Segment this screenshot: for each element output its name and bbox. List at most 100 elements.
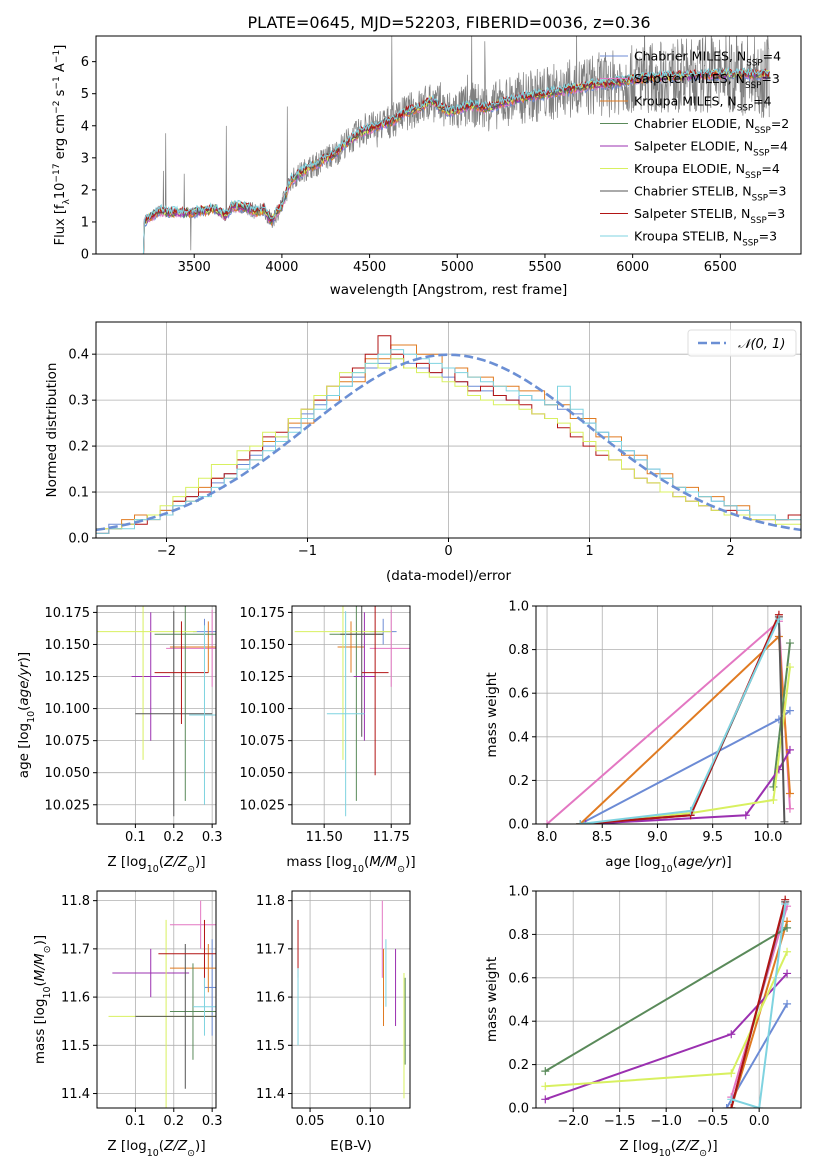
label-part: 10: [53, 183, 68, 200]
error-bar-point: [135, 611, 213, 817]
weight-marker: [727, 1095, 736, 1104]
label-part: Salpeter MILES, N: [634, 71, 745, 86]
weight-marker: [783, 999, 792, 1008]
legend-label: Chabrier STELIB, NSSP=3: [634, 184, 786, 204]
error-bar-point: [112, 948, 190, 998]
label-part: )]: [16, 652, 32, 663]
label-part: SSP: [754, 126, 770, 136]
label-part: =4: [770, 139, 788, 154]
y-tick-label: 10.100: [240, 702, 286, 717]
y-tick-label: 0.2: [508, 1058, 529, 1073]
weight-marker: [741, 811, 750, 820]
x-tick-label: 0.3: [202, 830, 223, 845]
x-tick-label: 11.50: [306, 830, 343, 845]
histogram-kroupa-elodie: [96, 358, 801, 538]
label-part: =4: [753, 94, 771, 109]
axes-frame: [96, 605, 217, 825]
x-axis-label: Z [log10(Z/Z⊙)]: [107, 1138, 205, 1159]
legend-label: Kroupa ELODIE, NSSP=4: [634, 161, 780, 181]
panels: 3500 4000 4500 5000 5500 6000 6500 0 1 2 3 4 5 6 Chabr…: [16, 35, 802, 1159]
weight-marker: [783, 947, 792, 956]
error-bar-point: [294, 606, 392, 760]
y-axis-label: mass [log10(M/M⊙)]: [32, 935, 53, 1064]
label-part: A: [53, 63, 68, 76]
y-axis-label: Normed distribution: [44, 363, 60, 498]
x-tick-label: 10.0: [753, 830, 782, 845]
label-part: erg cm: [53, 114, 68, 163]
x-tick-label: 6000: [616, 260, 649, 275]
spectrum-panel: 3500 4000 4500 5000 5500 6000 6500 0 1 2 3 4 5 6 Chabr…: [52, 35, 802, 298]
legend-label: Kroupa MILES, NSSP=4: [634, 94, 772, 114]
y-tick-label: 10.025: [45, 798, 91, 813]
weight-marker: [543, 820, 552, 824]
label-part: 10: [147, 1148, 159, 1159]
label-part: (: [159, 854, 164, 870]
y-tick-label: 1: [81, 215, 89, 230]
label-part: s: [53, 89, 68, 100]
label-part: −1: [52, 76, 62, 89]
y-tick-label: 3: [81, 151, 89, 166]
x-tick-label: 0.3: [202, 1114, 223, 1129]
weight-marker: [541, 1067, 550, 1076]
y-tick-label: 0.6: [508, 971, 529, 986]
label-part: )]: [195, 854, 206, 870]
weight-marker: [769, 782, 778, 791]
y-tick-label: 1.0: [508, 885, 529, 900]
y-tick-label: 10.150: [45, 638, 91, 653]
weight-marker: [722, 1104, 731, 1108]
y-tick-label: 11.7: [61, 942, 90, 957]
x-tick-label: 11.75: [373, 830, 410, 845]
label-part: )]: [405, 854, 416, 870]
x-tick-label: −1: [298, 544, 317, 559]
legend-label: Chabrier MILES, NSSP=4: [634, 49, 781, 69]
x-tick-label: −1.0: [650, 1114, 682, 1129]
label-part: age [log: [16, 723, 32, 778]
axes-frame: [96, 890, 217, 1109]
y-tick-label: 10.100: [45, 702, 91, 717]
error-bar-point: [97, 606, 197, 760]
label-part: Salpeter STELIB, N: [634, 206, 750, 221]
error-bar-point: [337, 621, 365, 673]
y-tick-label: 0.0: [508, 818, 529, 833]
weight-marker: [780, 817, 789, 824]
label-part: E(B-V): [330, 1138, 372, 1154]
massweight-vs-Z-panel: −2.0 −1.5 −1.0 −0.5 0.0 0.0 0.2 0.4 0.6 0.8 1.0 Z […: [484, 885, 802, 1159]
error-bar-point: [340, 606, 384, 737]
label-part: )]: [195, 1138, 206, 1154]
weight-marker: [783, 923, 792, 932]
mass-vs-ebv-plot-area: [297, 900, 406, 1099]
label-part: SSP: [753, 149, 769, 159]
y-tick-label: 10.125: [45, 670, 91, 685]
label-part: −2: [52, 101, 62, 114]
error-bar-point: [169, 944, 216, 993]
y-tick-label: 10.050: [240, 766, 286, 781]
y-tick-label: 5: [81, 87, 89, 102]
x-tick-label: 8.5: [592, 830, 613, 845]
x-axis-label: Z [log10(Z/Z⊙)]: [107, 854, 205, 875]
axes-frame: [291, 890, 411, 1109]
x-tick-label: 1: [585, 544, 593, 559]
x-tick-label: 9.0: [647, 830, 668, 845]
label-part: λ: [62, 199, 72, 205]
y-axis-label: mass weight: [484, 957, 500, 1042]
y-tick-label: 0.2: [508, 774, 529, 789]
label-part: Z [log: [107, 1138, 146, 1154]
y-axis-label: age [log10(age/yr)]: [16, 652, 37, 778]
x-tick-label: 8.0: [537, 830, 558, 845]
x-tick-label: −2.0: [557, 1114, 589, 1129]
label-part: 10: [26, 711, 37, 723]
label-part: age/yr: [16, 661, 32, 706]
y-tick-label: 0.4: [508, 1015, 529, 1030]
weight-marker: [785, 789, 794, 798]
label-part: 10: [42, 986, 53, 998]
label-part: )]: [32, 935, 48, 946]
y-tick-label: 10.075: [240, 734, 286, 749]
label-part: mass [log: [286, 854, 352, 870]
axes-frame: [291, 605, 411, 825]
error-bar-point: [169, 900, 216, 949]
weight-marker: [774, 615, 783, 624]
y-tick-label: 0.1: [68, 486, 89, 501]
y-tick-label: 10.025: [240, 798, 286, 813]
y-tick-label: 11.7: [256, 942, 285, 957]
